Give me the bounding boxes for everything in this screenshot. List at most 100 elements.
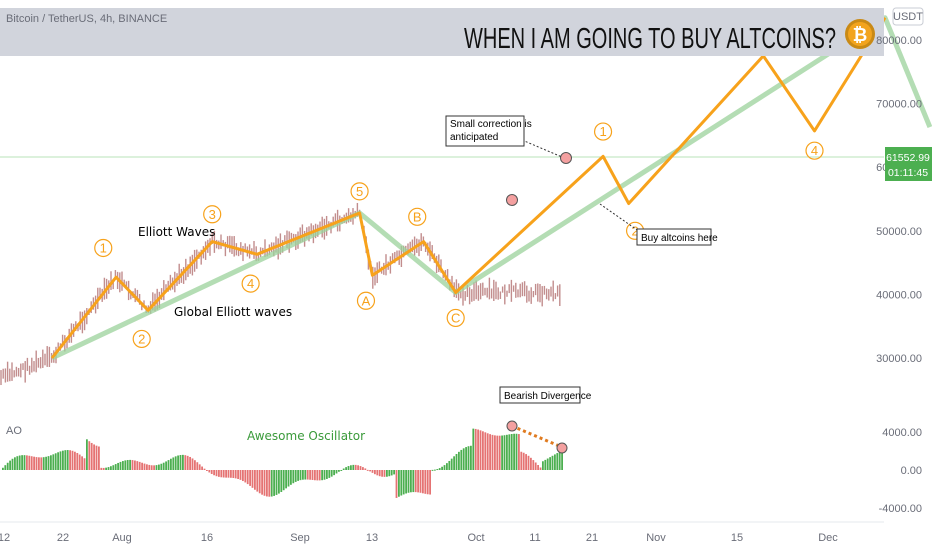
ao-bar (410, 470, 412, 493)
price-axis[interactable]: 30000.0040000.0050000.0060000.0070000.00… (876, 35, 922, 365)
ao-bar (366, 469, 369, 471)
ao-bar (302, 470, 304, 480)
ao-bar (18, 455, 21, 470)
ao-bar (362, 467, 364, 470)
ao-bar (378, 470, 381, 477)
ao-bar (258, 470, 261, 494)
small-correction-connector (521, 139, 563, 158)
ao-bar (419, 470, 422, 493)
small-correction-box[interactable] (445, 115, 525, 147)
buy-altcoins-box[interactable] (636, 228, 712, 246)
ao-bar (462, 448, 465, 470)
ao-bar (179, 454, 182, 470)
ao-bar (525, 454, 527, 470)
ao-bar (506, 434, 508, 470)
ao-bar (474, 428, 477, 470)
wave-label-11: 4 (805, 141, 824, 160)
divergence-text: Bearish Divergence (504, 391, 592, 402)
time-tick-label: 22 (57, 532, 69, 544)
ao-divergence-point-1 (506, 420, 518, 432)
ao-bar (340, 470, 343, 471)
ao-bar (479, 430, 482, 470)
ao-bar (66, 450, 69, 470)
ao-bar (297, 470, 299, 481)
ao-bar (100, 467, 103, 470)
currency-label: USDT (893, 11, 923, 23)
ao-bar (88, 441, 91, 470)
banner-title: WHEN I AM GOING TO BUY ALTCOINS? (464, 23, 836, 55)
ao-bar (2, 467, 4, 470)
ao-bar (496, 435, 499, 470)
ao-bar (244, 470, 247, 483)
ao-bar (50, 455, 52, 470)
ao-bar (40, 457, 43, 470)
wave-label-1: 1 (94, 238, 113, 258)
ao-bar (122, 461, 124, 470)
ao-bar (52, 454, 55, 470)
ao-bar (491, 434, 494, 470)
svg-text:4: 4 (247, 276, 254, 291)
ao-bar (239, 470, 242, 480)
time-tick-label: 16 (201, 532, 213, 544)
ao-bar (251, 470, 254, 488)
ao-bar (345, 467, 347, 470)
ao-bar (155, 465, 158, 470)
ao-bar (184, 455, 187, 470)
ao-bar (542, 461, 544, 470)
ao-bar (268, 470, 271, 497)
ao-bar (69, 450, 71, 470)
ao-bar (393, 470, 395, 475)
ao-bar (465, 447, 467, 470)
ao-bar (78, 454, 81, 470)
ao-bar (138, 461, 141, 470)
ao-bar (273, 470, 275, 496)
ao-short-label: AO (6, 425, 22, 437)
svg-text:₿: ₿ (853, 25, 868, 46)
divergence-point-1 (506, 194, 518, 206)
buy-altcoins-text: Buy altcoins here (641, 233, 718, 244)
elliott-waves-label: Elliott Waves (138, 225, 215, 239)
ao-bar (347, 466, 350, 470)
ao-bar (311, 470, 314, 480)
ao-bar (198, 464, 201, 470)
ao-axis[interactable]: -4000.00 0.00 4000.00 (879, 427, 922, 515)
ao-bar (213, 470, 215, 476)
time-tick-label: Nov (646, 532, 666, 544)
ao-bar (177, 455, 179, 470)
wave-label-4: 4 (241, 274, 260, 293)
ao-bar (477, 429, 479, 470)
ao-bar (484, 432, 487, 470)
divergence-box[interactable] (499, 386, 581, 404)
ao-bar (494, 435, 496, 470)
ao-bar (460, 449, 463, 470)
ao-bar (124, 460, 127, 470)
ao-bar (306, 470, 309, 480)
ao-bar (429, 470, 431, 495)
ao-bar (508, 434, 511, 470)
time-tick-label: 12 (0, 532, 10, 544)
time-tick-label: 13 (366, 532, 378, 544)
ao-bar (76, 452, 79, 470)
ao-bar (45, 456, 47, 470)
ao-bar (323, 470, 326, 480)
ao-bar (160, 463, 163, 470)
ao-bar (230, 470, 232, 478)
ao-bar (390, 470, 393, 476)
ao-bar (321, 470, 323, 481)
ao-bar (424, 470, 427, 494)
ao-bar (237, 470, 239, 480)
ao-bar (174, 456, 177, 470)
ao-bar (470, 445, 472, 470)
ao-bar (64, 450, 67, 470)
ao-bar (234, 470, 237, 479)
price-tick-label: 50000.00 (876, 226, 922, 238)
ao-bar (530, 457, 532, 470)
time-axis[interactable]: 12 22 Aug 16 Sep 13 Oct 11 21 Nov 15 Dec (0, 532, 838, 544)
ao-tick-label: 0.00 (901, 465, 922, 477)
ao-bar (278, 470, 280, 494)
ao-bar (26, 455, 28, 470)
ao-histogram (2, 428, 563, 498)
currency-badge[interactable]: USDT (892, 7, 924, 26)
ao-bar (11, 458, 14, 470)
